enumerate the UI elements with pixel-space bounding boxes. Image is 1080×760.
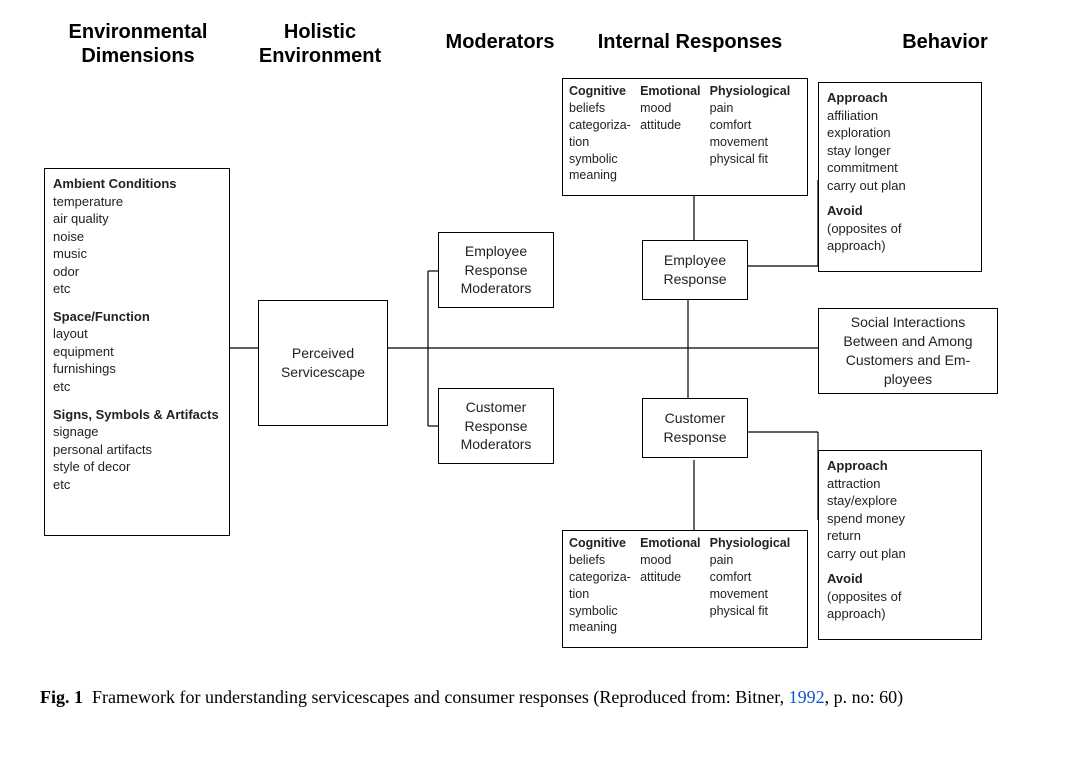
beh-bot-h1: Approach: [827, 457, 973, 475]
beh-item: commitment: [827, 159, 973, 177]
caption-before: Framework for understanding servicescape…: [92, 687, 789, 707]
detail-item: movement: [710, 586, 801, 603]
env-group2-title: Space/Function: [53, 308, 221, 326]
env-item: equipment: [53, 343, 221, 361]
detail-item: tion: [569, 586, 640, 603]
beh-item: attraction: [827, 475, 973, 493]
env-group3-title: Signs, Symbols & Artifacts: [53, 406, 221, 424]
header-holistic: Holistic Environment: [240, 20, 400, 68]
beh-item: approach): [827, 605, 973, 623]
beh-top-h1: Approach: [827, 89, 973, 107]
detail-item: pain: [710, 552, 801, 569]
beh-item: stay longer: [827, 142, 973, 160]
beh-item: (opposites of: [827, 588, 973, 606]
behavior-bottom-box: Approach attraction stay/explore spend m…: [818, 450, 982, 640]
env-item: temperature: [53, 193, 221, 211]
detail-item: categoriza-: [569, 117, 640, 134]
beh-top-h2: Avoid: [827, 202, 973, 220]
detail-item: attitude: [640, 117, 710, 134]
detail-top-box: Cognitive Emotional Physiological belief…: [562, 78, 808, 196]
detail-item: comfort: [710, 569, 801, 586]
beh-mid-line: Social Interactions: [851, 313, 965, 332]
figure-caption: Fig. 1 Framework for understanding servi…: [40, 685, 1040, 710]
beh-mid-line: Customers and Em-: [846, 351, 970, 370]
detail-item: attitude: [640, 569, 710, 586]
detail-top-col1-h: Cognitive: [569, 83, 640, 100]
beh-item: return: [827, 527, 973, 545]
env-item: noise: [53, 228, 221, 246]
detail-item: physical fit: [710, 603, 801, 620]
detail-bottom-col3-h: Physiological: [710, 535, 801, 552]
detail-item: comfort: [710, 117, 801, 134]
env-item: layout: [53, 325, 221, 343]
env-group1-title: Ambient Conditions: [53, 175, 221, 193]
detail-item: symbolic: [569, 603, 640, 620]
env-item: air quality: [53, 210, 221, 228]
flowchart-diagram: Environmental Dimensions Holistic Enviro…: [0, 0, 1080, 670]
detail-top-col2-h: Emotional: [640, 83, 710, 100]
header-behavior: Behavior: [870, 30, 1020, 54]
holistic-box: Perceived Servicescape: [258, 300, 388, 426]
env-item: etc: [53, 280, 221, 298]
detail-item: pain: [710, 100, 801, 117]
detail-bottom-box: Cognitive Emotional Physiological belief…: [562, 530, 808, 648]
env-item: music: [53, 245, 221, 263]
header-internal: Internal Responses: [580, 30, 800, 54]
citation-link[interactable]: 1992: [789, 687, 825, 707]
env-item: personal artifacts: [53, 441, 221, 459]
detail-item: categoriza-: [569, 569, 640, 586]
detail-bottom-col2-h: Emotional: [640, 535, 710, 552]
detail-item: meaning: [569, 619, 640, 636]
detail-item: mood: [640, 552, 710, 569]
beh-item: carry out plan: [827, 177, 973, 195]
detail-item: tion: [569, 134, 640, 151]
customer-response-box: Customer Response: [642, 398, 748, 458]
beh-item: (opposites of: [827, 220, 973, 238]
caption-after: , p. no: 60): [825, 687, 904, 707]
env-item: odor: [53, 263, 221, 281]
beh-item: affiliation: [827, 107, 973, 125]
header-env: Environmental Dimensions: [48, 20, 228, 68]
employee-moderator-box: Employee Response Moderators: [438, 232, 554, 308]
detail-item: movement: [710, 134, 801, 151]
env-dimensions-box: Ambient Conditions temperature air quali…: [44, 168, 230, 536]
beh-mid-line: ployees: [884, 370, 932, 389]
detail-item: beliefs: [569, 100, 640, 117]
behavior-mid-box: Social Interactions Between and Among Cu…: [818, 308, 998, 394]
env-item: etc: [53, 476, 221, 494]
detail-item: symbolic: [569, 151, 640, 168]
env-item: furnishings: [53, 360, 221, 378]
behavior-top-box: Approach affiliation exploration stay lo…: [818, 82, 982, 272]
beh-item: stay/explore: [827, 492, 973, 510]
customer-moderator-label: Customer Response Moderators: [447, 398, 545, 455]
detail-item: meaning: [569, 167, 640, 184]
detail-item: physical fit: [710, 151, 801, 168]
beh-item: approach): [827, 237, 973, 255]
env-item: etc: [53, 378, 221, 396]
holistic-label: Perceived Servicescape: [267, 344, 379, 382]
fig-label: Fig. 1: [40, 687, 83, 707]
beh-mid-line: Between and Among: [843, 332, 972, 351]
customer-response-label: Customer Response: [651, 409, 739, 447]
beh-bot-h2: Avoid: [827, 570, 973, 588]
employee-moderator-label: Employee Response Moderators: [447, 242, 545, 299]
detail-bottom-col1-h: Cognitive: [569, 535, 640, 552]
employee-response-label: Employee Response: [651, 251, 739, 289]
detail-top-col3-h: Physiological: [710, 83, 801, 100]
employee-response-box: Employee Response: [642, 240, 748, 300]
env-item: style of decor: [53, 458, 221, 476]
beh-item: exploration: [827, 124, 973, 142]
header-moderators: Moderators: [430, 30, 570, 54]
detail-item: beliefs: [569, 552, 640, 569]
beh-item: spend money: [827, 510, 973, 528]
env-item: signage: [53, 423, 221, 441]
beh-item: carry out plan: [827, 545, 973, 563]
customer-moderator-box: Customer Response Moderators: [438, 388, 554, 464]
detail-item: mood: [640, 100, 710, 117]
